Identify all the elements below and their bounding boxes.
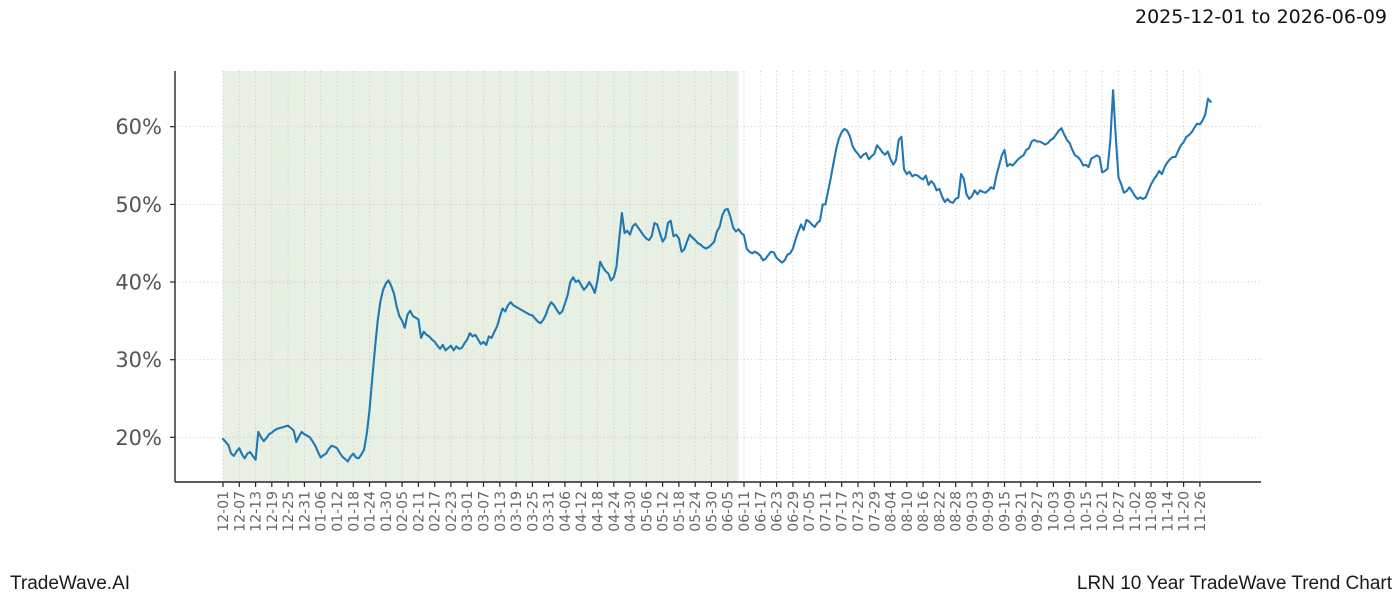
x-tick-label: 06-05 xyxy=(721,491,737,532)
x-tick-label: 05-18 xyxy=(672,491,688,532)
x-tick-label: 08-10 xyxy=(900,491,916,532)
x-tick-label: 11-14 xyxy=(1160,491,1176,532)
x-tick-label: 08-04 xyxy=(884,491,900,532)
x-tick-label: 12-25 xyxy=(281,491,297,532)
x-tick-label: 02-23 xyxy=(444,491,460,532)
x-tick-label: 12-13 xyxy=(249,491,265,532)
x-tick-label: 09-21 xyxy=(1014,491,1030,532)
x-tick-label: 05-12 xyxy=(656,491,672,532)
x-tick-label: 02-17 xyxy=(428,491,444,532)
page-title: 2025-12-01 to 2026-06-09 xyxy=(1135,6,1387,28)
trend-line xyxy=(221,89,1212,463)
x-tick-label: 07-23 xyxy=(851,491,867,532)
highlight-region xyxy=(223,71,739,482)
x-tick-label: 10-09 xyxy=(1063,491,1079,532)
x-tick-label: 08-22 xyxy=(932,491,948,532)
x-tick-label: 11-26 xyxy=(1193,491,1209,532)
x-tick-label: 10-27 xyxy=(1112,491,1128,532)
x-tick-label: 03-19 xyxy=(509,491,525,532)
x-tick-label: 01-30 xyxy=(379,491,395,532)
x-tick-label: 03-25 xyxy=(525,491,541,532)
x-tick-label: 06-23 xyxy=(770,491,786,532)
x-tick-label: 09-03 xyxy=(965,491,981,532)
x-tick-label: 01-12 xyxy=(330,491,346,532)
x-tick-label: 09-27 xyxy=(1030,491,1046,532)
x-tick-label: 04-30 xyxy=(623,491,639,532)
x-tick-label: 05-24 xyxy=(688,491,704,532)
x-tick-label: 04-18 xyxy=(591,491,607,532)
x-tick-label: 02-05 xyxy=(395,491,411,532)
x-tick-label: 05-06 xyxy=(639,491,655,532)
x-tick-label: 11-02 xyxy=(1128,491,1144,532)
x-tick-label: 09-15 xyxy=(998,491,1014,532)
x-tick-label: 02-11 xyxy=(411,491,427,532)
x-tick-label: 12-07 xyxy=(232,491,248,532)
x-tick-label: 10-21 xyxy=(1095,491,1111,532)
y-tick-label: 60% xyxy=(115,115,162,139)
x-tick-label: 03-07 xyxy=(477,491,493,532)
chart-caption: LRN 10 Year TradeWave Trend Chart xyxy=(1076,573,1392,594)
x-tick-label: 01-06 xyxy=(314,491,330,532)
y-tick-label: 40% xyxy=(115,271,162,295)
x-tick-label: 03-01 xyxy=(460,491,476,532)
x-tick-label: 07-29 xyxy=(867,491,883,532)
x-tick-label: 08-16 xyxy=(916,491,932,532)
x-tick-label: 05-30 xyxy=(704,491,720,532)
x-tick-label: 10-03 xyxy=(1046,491,1062,532)
x-tick-label: 06-17 xyxy=(753,491,769,532)
x-tick-label: 04-24 xyxy=(607,491,623,532)
x-tick-label: 09-09 xyxy=(981,491,997,532)
y-tick-label: 30% xyxy=(115,348,162,372)
x-tick-label: 06-11 xyxy=(737,491,753,532)
x-tick-label: 04-12 xyxy=(574,491,590,532)
x-tick-label: 01-18 xyxy=(346,491,362,532)
x-tick-label: 11-20 xyxy=(1177,491,1193,532)
x-tick-label: 03-13 xyxy=(493,491,509,532)
brand-label: TradeWave.AI xyxy=(10,573,131,594)
x-tick-label: 08-28 xyxy=(949,491,965,532)
x-tick-label: 07-05 xyxy=(802,491,818,532)
y-tick-label: 20% xyxy=(115,426,162,450)
x-tick-label: 10-15 xyxy=(1079,491,1095,532)
x-tick-label: 03-31 xyxy=(542,491,558,532)
x-tick-label: 04-06 xyxy=(558,491,574,532)
x-tick-label: 06-29 xyxy=(786,491,802,532)
x-tick-label: 12-19 xyxy=(265,491,281,532)
x-tick-label: 12-31 xyxy=(297,491,313,532)
x-tick-label: 11-08 xyxy=(1144,491,1160,532)
x-tick-label: 01-24 xyxy=(363,491,379,532)
x-tick-label: 07-17 xyxy=(835,491,851,532)
y-tick-label: 50% xyxy=(115,193,162,217)
x-tick-label: 12-01 xyxy=(216,491,232,532)
x-tick-label: 07-11 xyxy=(818,491,834,532)
